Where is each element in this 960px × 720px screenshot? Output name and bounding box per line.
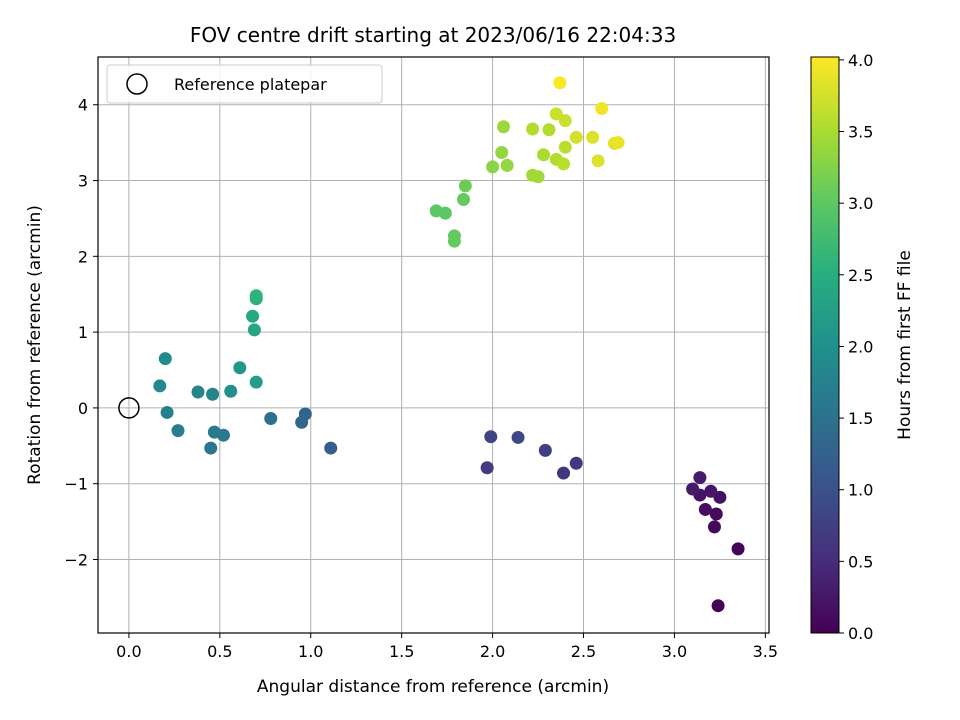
plot-area: 0.0 0.5 1.0 1.5 2.0 2.5 3.0 3.5 −2 −1 0 1 2 3 4 [64,56,778,661]
data-point [591,154,605,168]
data-point [595,102,609,116]
data-point [171,424,185,438]
data-point [206,387,220,401]
data-point [247,323,261,337]
data-point [249,289,263,303]
data-point [531,170,545,184]
data-point [711,599,725,613]
data-point [558,114,572,128]
chart-title: FOV centre drift starting at 2023/06/16 … [190,23,676,47]
x-axis-ticks: 0.0 0.5 1.0 1.5 2.0 2.5 3.0 3.5 [116,633,778,661]
x-tick-label: 1.0 [298,642,323,661]
legend-marker-reference [126,73,148,95]
y-tick-label: −2 [64,550,88,569]
colorbar: 0.0 0.5 1.0 1.5 2.0 2.5 3.0 3.5 4.0 Hours from f… [810,51,915,643]
data-point [557,466,571,480]
data-point [704,484,718,498]
data-point [731,542,745,556]
data-point [438,206,452,220]
legend: Reference platepar [106,64,383,104]
data-point [204,441,218,455]
data-point [324,441,338,455]
grid [98,57,769,633]
y-tick-label: 4 [78,96,88,115]
plot-frame [97,56,770,634]
x-tick-label: 1.5 [389,642,414,661]
data-point [709,507,723,521]
colorbar-tick-label: 0.5 [848,552,873,571]
data-point [542,123,556,137]
data-point [549,107,563,121]
data-points [153,76,745,613]
data-point [447,234,461,248]
data-point [500,158,514,172]
colorbar-tick-label: 4.0 [848,51,873,70]
data-point [480,461,494,475]
colorbar-tick-label: 2.0 [848,337,873,356]
colorbar-tick-label: 1.0 [848,481,873,500]
data-point [160,405,174,419]
data-point [207,425,221,439]
y-tick-label: −1 [64,475,88,494]
data-point [526,122,540,136]
data-point [698,502,712,516]
data-point [553,76,567,90]
data-point [246,309,260,323]
reference-platepar-marker [118,397,140,419]
data-point [707,520,721,534]
x-axis-label: Angular distance from reference (arcmin) [257,677,609,697]
y-tick-label: 3 [78,172,88,191]
colorbar-tick-label: 0.0 [848,624,873,643]
y-axis-ticks: −2 −1 0 1 2 3 4 [64,96,98,569]
data-point [249,375,263,389]
data-point [457,192,471,206]
data-point [191,385,205,399]
data-point [153,379,167,393]
data-point [693,471,707,485]
x-tick-label: 3.0 [662,642,687,661]
colorbar-tick-label: 3.0 [848,194,873,213]
colorbar-gradient [810,56,840,634]
legend-label-reference: Reference platepar [174,75,327,94]
data-point [511,430,525,444]
data-point [537,148,551,162]
data-point [224,384,238,398]
data-point [233,361,247,375]
data-point [495,145,509,159]
data-point [569,130,583,144]
data-point [497,120,511,134]
y-tick-label: 2 [78,247,88,266]
x-tick-label: 0.0 [116,642,141,661]
y-tick-label: 1 [78,323,88,342]
data-point [295,415,309,429]
x-tick-label: 0.5 [207,642,232,661]
colorbar-tick-label: 3.5 [848,123,873,142]
data-point [557,157,571,171]
data-point [686,482,700,496]
data-point [458,179,472,193]
colorbar-label: Hours from first FF file [895,250,915,440]
x-tick-label: 2.5 [571,642,596,661]
data-point [558,140,572,154]
y-tick-label: 0 [78,399,88,418]
data-point [486,160,500,174]
colorbar-ticks: 0.0 0.5 1.0 1.5 2.0 2.5 3.0 3.5 4.0 [839,51,873,643]
y-axis-label: Rotation from reference (arcmin) [25,205,45,485]
legend-box [106,64,383,104]
colorbar-tick-label: 2.5 [848,266,873,285]
colorbar-tick-label: 1.5 [848,409,873,428]
x-tick-label: 2.0 [480,642,505,661]
data-point [538,443,552,457]
data-point [611,136,625,150]
data-point [569,456,583,470]
data-point [264,412,278,426]
data-point [484,430,498,444]
data-point [586,130,600,144]
x-tick-label: 3.5 [753,642,778,661]
data-point [158,352,172,366]
